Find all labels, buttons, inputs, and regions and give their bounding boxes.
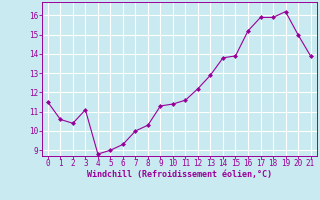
X-axis label: Windchill (Refroidissement éolien,°C): Windchill (Refroidissement éolien,°C) [87, 170, 272, 179]
